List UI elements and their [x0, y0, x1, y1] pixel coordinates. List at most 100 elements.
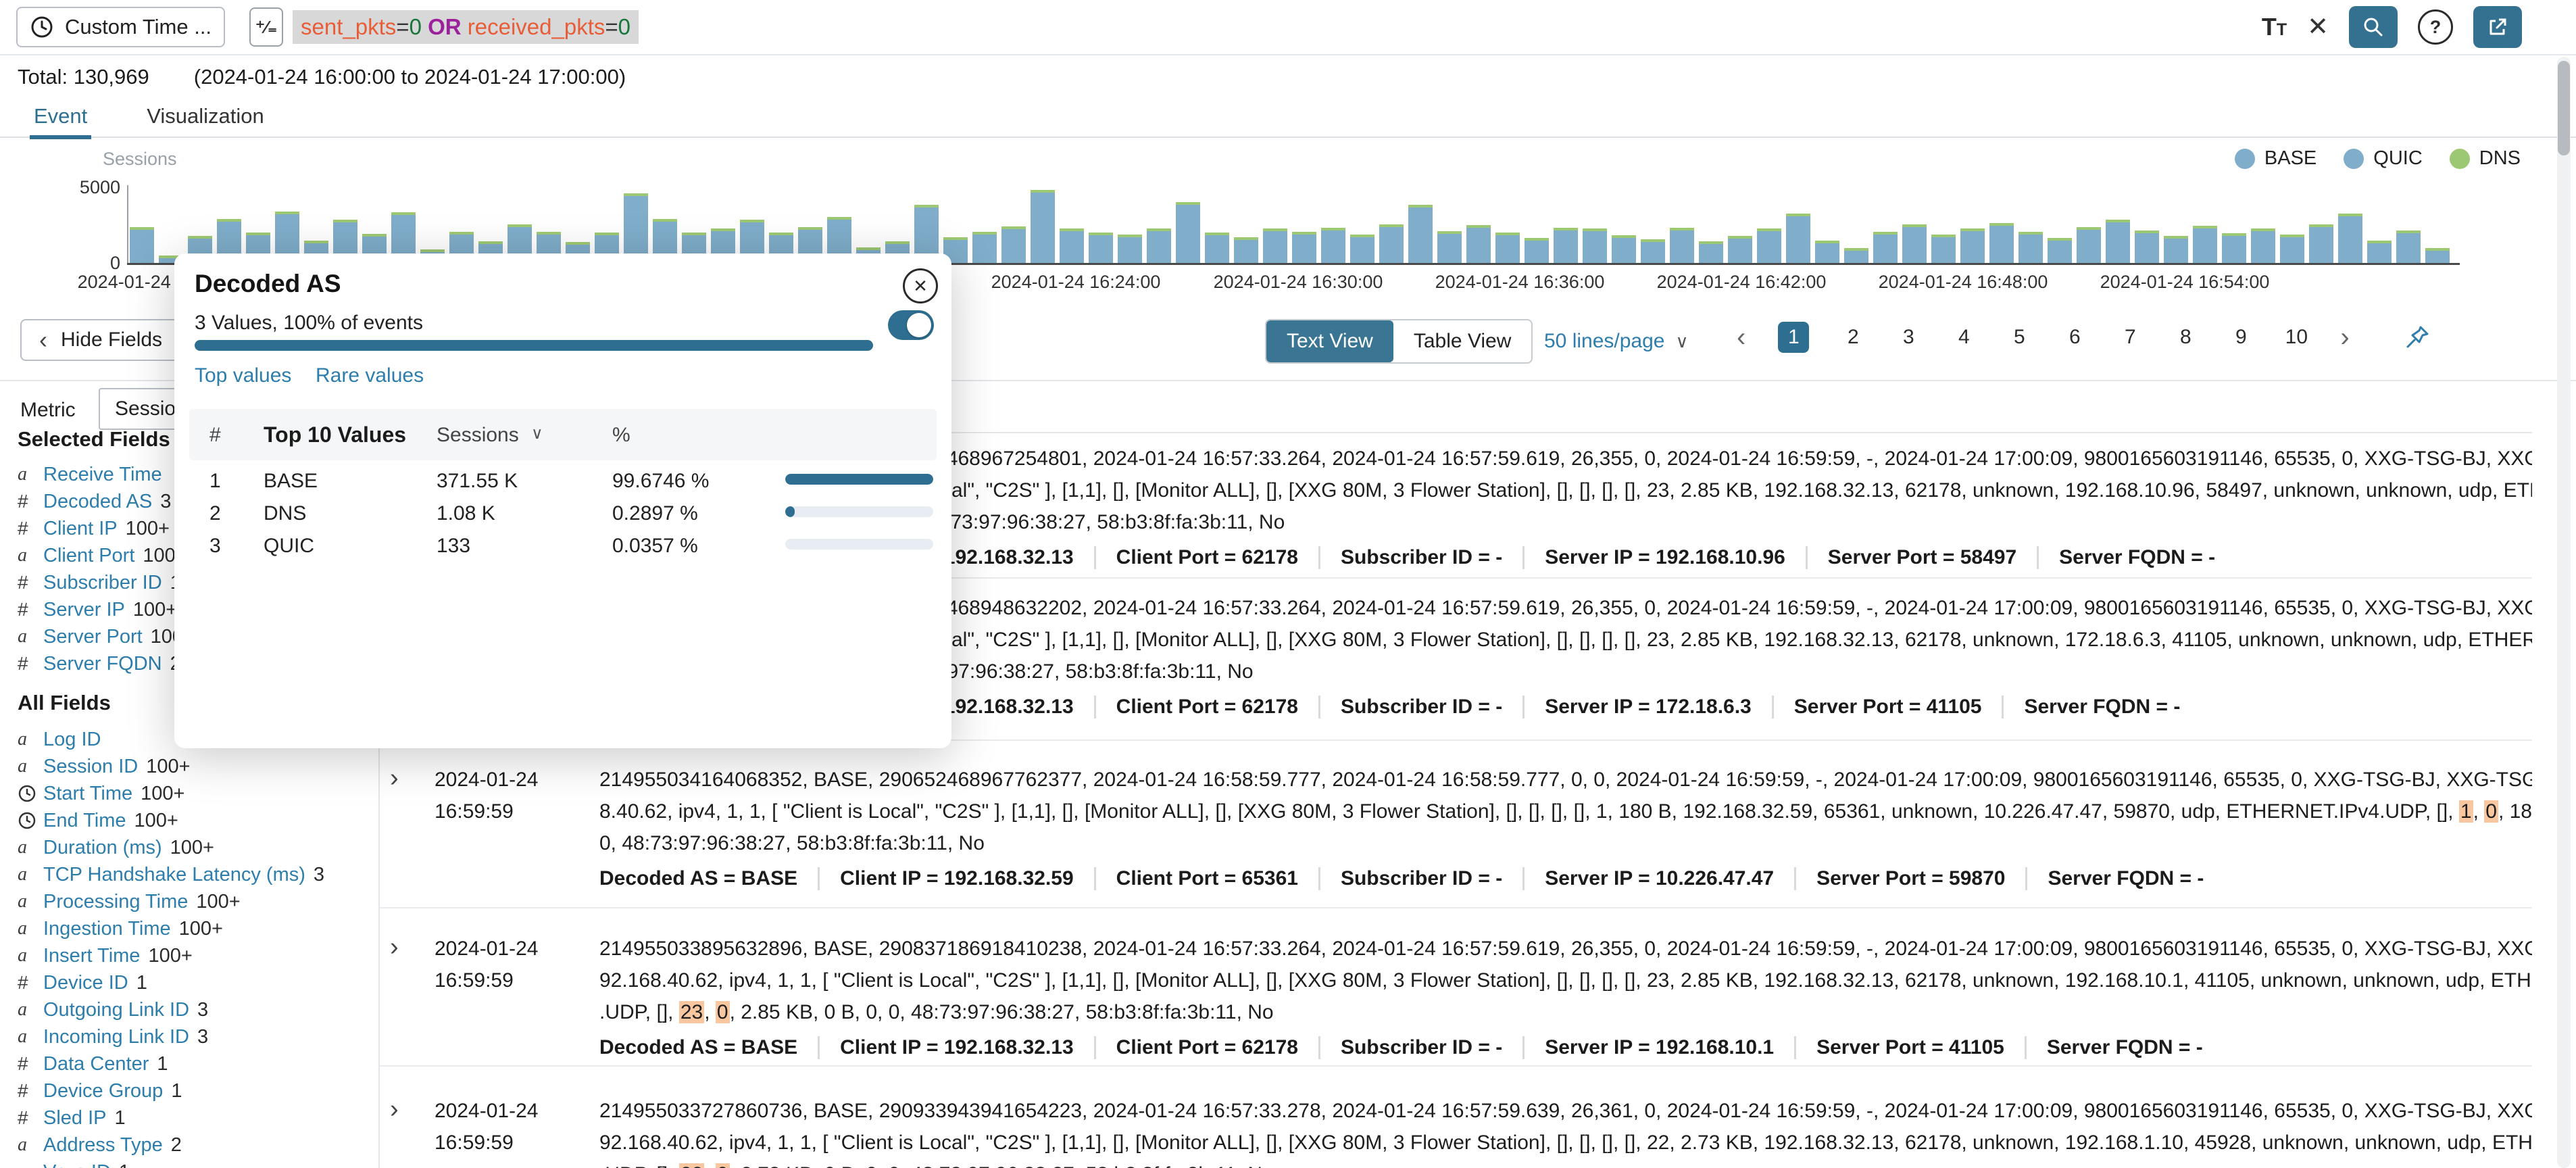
histogram-bar[interactable] [1525, 237, 1549, 263]
search-button[interactable] [2349, 6, 2398, 48]
histogram-bar[interactable] [2164, 236, 2188, 263]
field-name[interactable]: Server IP [43, 598, 125, 620]
field-item[interactable]: # Decoded AS 3 [18, 488, 376, 515]
field-item[interactable]: a Receive Time [18, 461, 376, 488]
field-item[interactable]: aVsys ID 1 [18, 1159, 376, 1168]
field-name[interactable]: Insert Time [43, 944, 141, 967]
field-name[interactable]: Subscriber ID [43, 571, 162, 593]
expand-chevron-icon[interactable]: › [390, 764, 399, 792]
field-name[interactable]: Device Group [43, 1079, 164, 1102]
histogram-bar[interactable] [159, 256, 183, 263]
histogram-bar[interactable] [1350, 235, 1374, 263]
histogram-bar[interactable] [1176, 201, 1200, 263]
histogram-bar[interactable] [1205, 232, 1229, 263]
legend-item[interactable]: BASE [2234, 147, 2317, 170]
field-name[interactable]: Incoming Link ID [43, 1025, 189, 1048]
histogram-bar[interactable] [2048, 237, 2072, 263]
histogram-bar[interactable] [1147, 228, 1171, 263]
page-number[interactable]: 1 [1778, 322, 1810, 353]
top-values-link[interactable]: Top values [195, 364, 292, 387]
histogram-bar[interactable] [1815, 241, 1839, 263]
histogram-bar[interactable] [1699, 241, 1723, 263]
page-number[interactable]: 8 [2179, 326, 2191, 348]
field-name[interactable]: Server FQDN [43, 652, 162, 675]
histogram-bar[interactable] [2018, 231, 2043, 263]
histogram-bar[interactable] [1641, 239, 1665, 263]
field-item[interactable]: a Processing Time 100+ [18, 888, 376, 915]
field-item[interactable]: # Device ID 1 [18, 969, 376, 996]
histogram-bar[interactable] [1437, 230, 1462, 263]
popup-value-row[interactable]: 2 DNS 1.08 K 0.2897 % [189, 497, 937, 529]
histogram-bar[interactable] [1408, 205, 1433, 263]
field-name[interactable]: Vsys ID [43, 1161, 111, 1168]
histogram-bar[interactable] [1263, 228, 1287, 263]
field-name[interactable]: End Time [43, 809, 126, 831]
histogram-bar[interactable] [1989, 222, 2014, 263]
query-mode-toggle-button[interactable]: ⁺⁄₌ [249, 7, 284, 47]
page-number[interactable]: 2 [1847, 326, 1859, 348]
clear-query-icon[interactable]: ✕ [2307, 13, 2329, 41]
histogram-bar[interactable] [1321, 228, 1345, 263]
page-number[interactable]: 3 [1902, 326, 1914, 348]
histogram-bar[interactable] [2396, 230, 2421, 263]
histogram-bar[interactable] [1031, 190, 1055, 263]
histogram-bar[interactable] [1670, 228, 1694, 263]
sort-chevron-icon[interactable]: ∨ [531, 424, 543, 443]
table-row[interactable]: › 2024-01-24 16:59:59 214955034164068352, B… [379, 741, 2532, 908]
field-item[interactable]: Start Time 100+ [18, 780, 376, 807]
field-name[interactable]: Sled IP [43, 1106, 107, 1129]
histogram-bar[interactable] [2338, 214, 2362, 263]
field-name[interactable]: Start Time [43, 782, 133, 804]
histogram-bar[interactable] [972, 231, 997, 263]
field-item[interactable]: a Incoming Link ID 3 [18, 1023, 376, 1050]
search-query-input[interactable]: sent_pkts=0 OR received_pkts=0 [293, 10, 639, 44]
table-row[interactable]: › 2024-01-24 16:59:59 214955033727860736, B… [379, 1067, 2532, 1168]
histogram-bar[interactable] [2280, 235, 2304, 263]
field-name[interactable]: Decoded AS [43, 490, 153, 512]
field-item[interactable]: a Duration (ms) 100+ [18, 834, 376, 861]
field-item[interactable]: # Sled IP 1 [18, 1104, 376, 1132]
histogram-bar[interactable] [1292, 231, 1316, 263]
histogram-bar[interactable] [1118, 235, 1142, 263]
histogram-bar[interactable] [1786, 214, 1810, 263]
legend-item[interactable]: QUIC [2344, 147, 2423, 170]
field-name[interactable]: Receive Time [43, 463, 162, 485]
popup-value-row[interactable]: 1 BASE 371.55 K 99.6746 % [189, 464, 937, 497]
popup-value-row[interactable]: 3 QUIC 133 0.0357 % [189, 529, 937, 562]
histogram-bar[interactable] [2193, 226, 2217, 263]
page-number[interactable]: 10 [2285, 326, 2308, 348]
histogram-bar[interactable] [1728, 236, 1752, 263]
prev-page-icon[interactable]: ‹ [1737, 322, 1746, 352]
histogram-bar[interactable] [1060, 228, 1084, 263]
next-page-icon[interactable]: › [2340, 322, 2350, 352]
histogram-bar[interactable] [1583, 228, 1607, 263]
field-item[interactable]: # Device Group 1 [18, 1077, 376, 1104]
scrollbar-thumb[interactable] [2558, 61, 2570, 155]
field-name[interactable]: Device ID [43, 971, 128, 994]
histogram-bar[interactable] [2106, 220, 2130, 263]
histogram-bar[interactable] [1466, 224, 1491, 263]
histogram-bar[interactable] [2251, 228, 2275, 263]
histogram-bar[interactable] [1902, 224, 1927, 263]
field-item[interactable]: # Data Center 1 [18, 1050, 376, 1077]
field-item[interactable]: a Ingestion Time 100+ [18, 915, 376, 942]
expand-chevron-icon[interactable]: › [390, 1095, 399, 1123]
field-item[interactable]: a Client Port 100+ [18, 542, 376, 569]
page-size-select[interactable]: 50 lines/page ∨ [1544, 330, 1689, 353]
field-name[interactable]: Log ID [43, 728, 101, 750]
field-item[interactable]: # Server IP 100+ [18, 596, 376, 623]
text-size-icon[interactable]: TT [2261, 13, 2287, 41]
field-name[interactable]: Client IP [43, 517, 118, 539]
histogram-bar[interactable] [2222, 233, 2246, 263]
text-view-button[interactable]: Text View [1266, 320, 1393, 362]
field-item[interactable]: a Insert Time 100+ [18, 942, 376, 969]
field-name[interactable]: Outgoing Link ID [43, 998, 190, 1021]
tab-visualization[interactable]: Visualization [147, 104, 264, 128]
tab-event[interactable]: Event [30, 101, 92, 139]
field-name[interactable]: Processing Time [43, 890, 189, 912]
histogram-bar[interactable] [1554, 228, 1578, 263]
field-name[interactable]: Session ID [43, 755, 139, 777]
histogram-bar[interactable] [1873, 231, 1898, 263]
table-view-button[interactable]: Table View [1413, 330, 1512, 352]
page-number[interactable]: 9 [2235, 326, 2247, 348]
